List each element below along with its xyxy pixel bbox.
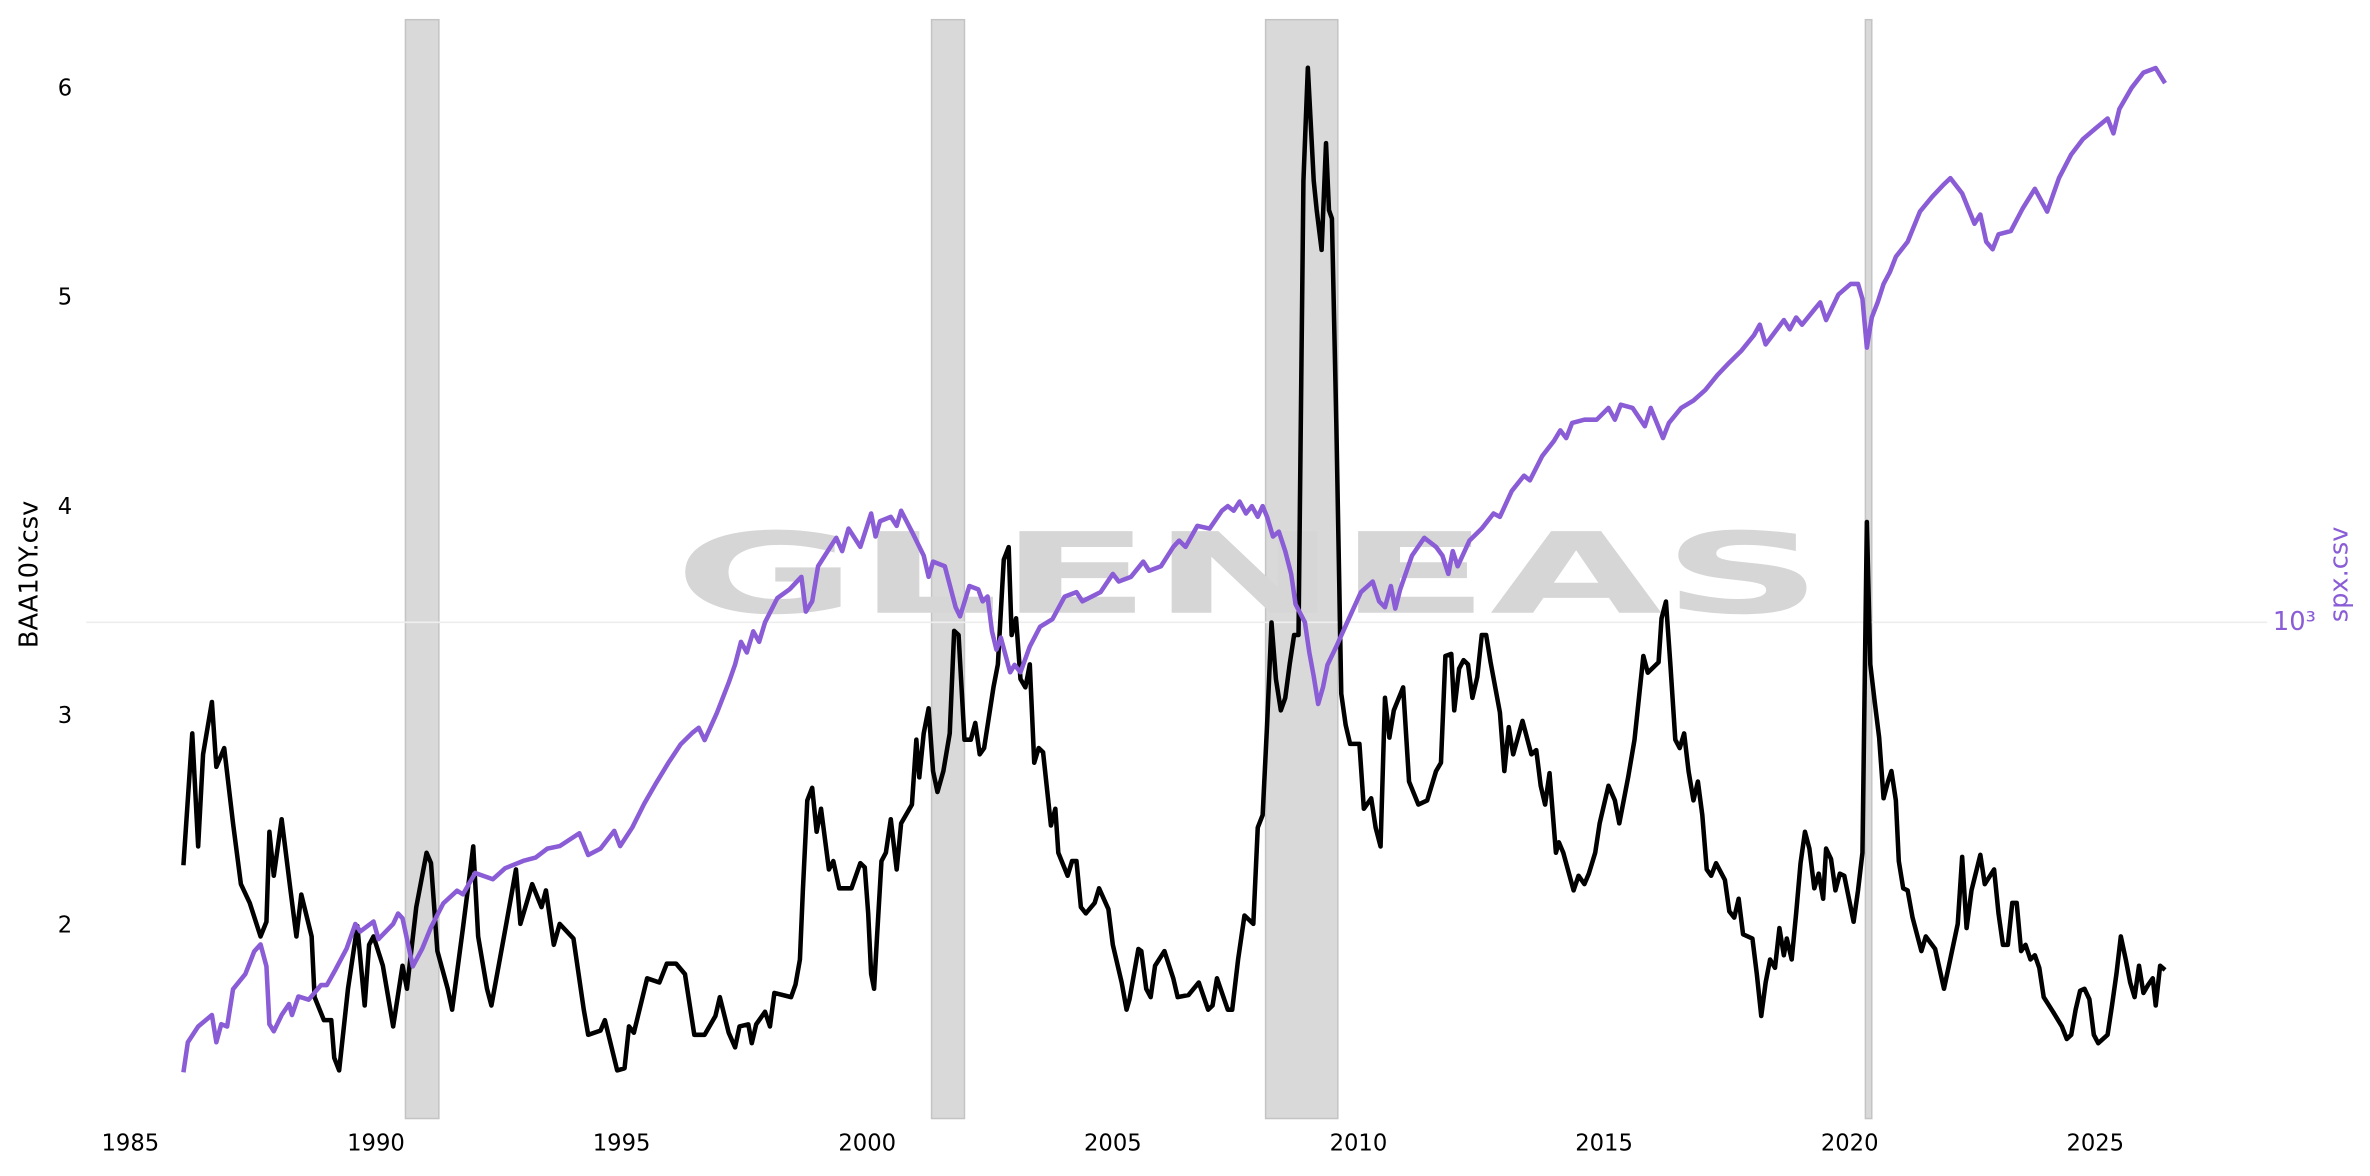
y-tick-label: 5 [58,285,72,311]
x-tick-label: 1990 [347,1131,405,1157]
x-tick-label: 2005 [1084,1131,1142,1157]
x-tick-label: 1985 [102,1131,160,1157]
x-tick-label: 2020 [1821,1131,1879,1157]
series-line [181,65,2167,1073]
y2-tick-label: 10³ [2273,607,2316,637]
x-tick-label: 2010 [1330,1131,1388,1157]
y-axis-title: BAA10Y.csv [15,501,45,649]
series-line [181,65,2167,1073]
y-tick-label: 4 [58,494,72,520]
y2-axis-title: spx.csv [2324,527,2354,623]
shaded-region [930,18,966,1120]
x-tick-label: 2015 [1575,1131,1633,1157]
y-tick-label: 6 [58,75,72,101]
y-tick-label: 3 [58,703,72,729]
x-tick-label: 2025 [2066,1131,2124,1157]
y-tick-label: 2 [58,912,72,938]
x-tick-label: 1995 [593,1131,651,1157]
x-tick-label: 2000 [838,1131,896,1157]
